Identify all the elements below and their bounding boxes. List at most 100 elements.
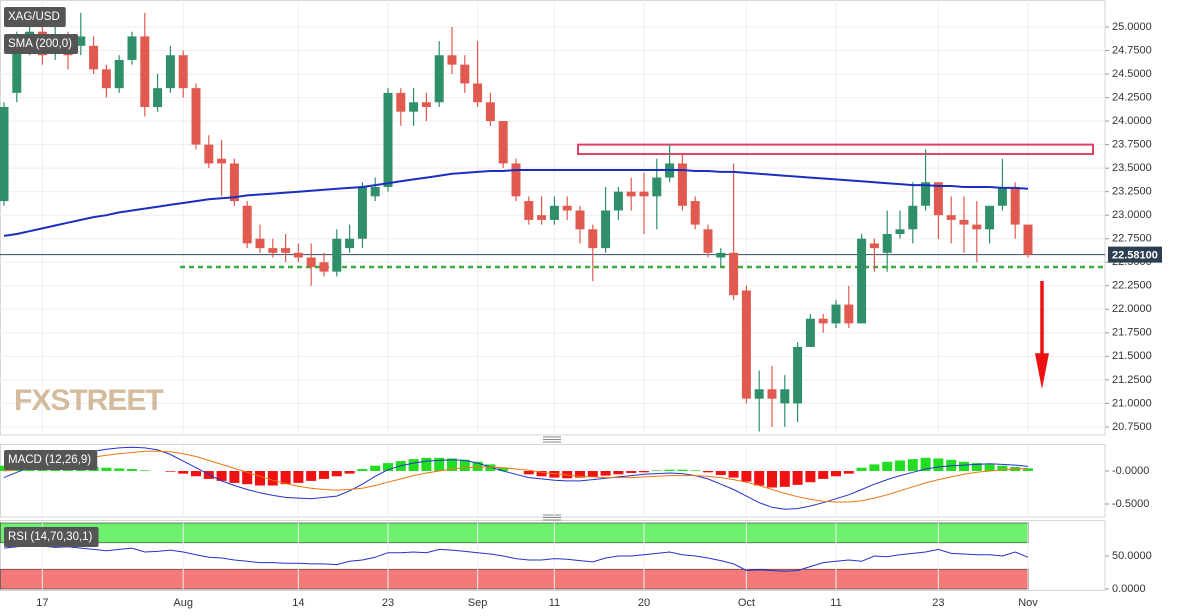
- candle-body: [959, 219, 969, 225]
- indicator-line: [3, 446, 1029, 510]
- histogram-bar: [856, 467, 867, 472]
- main-panel: [0, 0, 1106, 436]
- candle-body: [562, 205, 572, 211]
- candle-body: [421, 102, 431, 107]
- candle-body: [818, 318, 828, 324]
- candle-body: [114, 59, 124, 89]
- histogram-bar: [575, 471, 585, 478]
- histogram-bar: [882, 461, 893, 472]
- histogram-bar: [255, 471, 265, 486]
- y-tick-label: 20.7500: [1112, 421, 1152, 433]
- candle-body: [140, 36, 150, 107]
- candle-body: [345, 238, 355, 249]
- histogram-bar: [600, 471, 611, 476]
- candle-body: [255, 238, 265, 249]
- candle-body: [933, 182, 943, 216]
- histogram-bar: [523, 471, 534, 475]
- candle-body: [729, 252, 739, 296]
- candle-body: [588, 229, 598, 249]
- histogram-bar: [165, 471, 176, 472]
- candle-body: [639, 191, 649, 197]
- candle-body: [89, 45, 99, 70]
- resize-handle: [543, 436, 561, 521]
- candle-body: [229, 163, 239, 202]
- candle-body: [793, 346, 803, 404]
- y-tick-label: 21.7500: [1112, 327, 1152, 339]
- candle-body: [332, 238, 342, 272]
- histogram-bar: [178, 471, 189, 474]
- histogram-bar: [639, 471, 649, 473]
- histogram-bar: [370, 465, 381, 472]
- y-tick-label: 22.2500: [1112, 280, 1152, 292]
- histogram-bar: [805, 471, 816, 483]
- candle-body: [754, 389, 764, 399]
- y-tick-label: 24.2500: [1112, 91, 1152, 103]
- indicator-line: [3, 544, 1029, 572]
- arrow-head: [1035, 353, 1049, 390]
- candle-body: [716, 252, 726, 258]
- histogram-bar: [818, 471, 829, 479]
- candle-body: [293, 252, 303, 258]
- candle-body: [127, 36, 137, 60]
- x-tick-label: 11: [830, 597, 841, 609]
- histogram-bar: [690, 470, 701, 472]
- candle-body: [485, 102, 495, 122]
- candle-body: [908, 205, 918, 230]
- candle-body: [677, 163, 687, 206]
- histogram-bar: [267, 471, 278, 486]
- y-tick-label: 24.0000: [1112, 115, 1152, 127]
- candle-body: [76, 36, 86, 46]
- histogram-bar: [472, 461, 483, 472]
- y-tick-label: -0.5000: [1112, 498, 1149, 510]
- candle-body: [985, 205, 995, 230]
- candle-body: [780, 389, 790, 404]
- candle-body: [652, 177, 662, 197]
- candle-body: [434, 55, 444, 103]
- candle-body: [191, 88, 201, 145]
- candle-body: [383, 92, 393, 187]
- candle-body: [357, 186, 367, 239]
- histogram-bar: [728, 471, 739, 478]
- panel-label: SMA (200,0): [8, 38, 72, 50]
- candle-body: [178, 55, 188, 89]
- y-tick-label: 50.0000: [1112, 550, 1152, 562]
- candle-body: [370, 186, 380, 197]
- histogram-bar: [959, 461, 969, 472]
- histogram-bar: [216, 471, 227, 481]
- candle-body: [844, 304, 854, 324]
- candle-body: [549, 205, 559, 220]
- histogram-bar: [293, 471, 304, 483]
- label-box: [4, 527, 99, 547]
- candle-body: [601, 210, 611, 249]
- histogram-bar: [779, 471, 790, 487]
- candle-body: [204, 144, 214, 164]
- histogram-bar: [191, 471, 201, 477]
- histogram-bar: [549, 471, 560, 478]
- x-tick-label: Oct: [738, 597, 755, 609]
- price-label-box: [1108, 246, 1162, 263]
- y-tick-label: 23.7500: [1112, 139, 1152, 151]
- indicator-line: [3, 450, 1029, 503]
- candle-body: [857, 238, 867, 324]
- histogram-bar: [895, 460, 905, 472]
- histogram-bar: [587, 471, 598, 477]
- candle-body: [921, 182, 931, 206]
- histogram-bar: [933, 458, 944, 472]
- y-tick-label: 23.5000: [1112, 162, 1152, 174]
- candle-body: [319, 262, 329, 272]
- histogram-bar: [139, 470, 150, 472]
- histogram-bar: [421, 457, 432, 472]
- label-box: [4, 450, 98, 470]
- x-tick-label: Sep: [468, 597, 488, 609]
- histogram-bar: [127, 469, 137, 472]
- histogram-bar: [408, 459, 419, 472]
- y-tick-label: 24.7500: [1112, 44, 1152, 56]
- candle-body: [268, 248, 278, 253]
- price-label: 22.58100: [1112, 250, 1158, 262]
- histogram-bar: [715, 471, 726, 475]
- histogram-bar: [101, 467, 112, 472]
- candle-body: [498, 121, 508, 164]
- candle-body: [882, 234, 892, 253]
- histogram-bar: [114, 468, 125, 472]
- histogram-bar: [767, 471, 777, 488]
